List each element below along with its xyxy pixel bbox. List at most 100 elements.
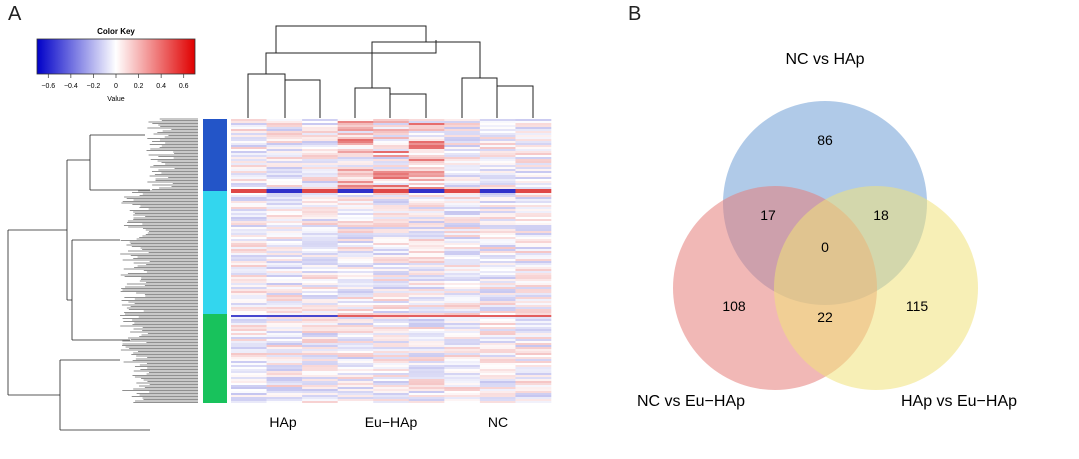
heatmap-cell bbox=[408, 323, 445, 325]
heatmap-cell bbox=[444, 163, 481, 165]
heatmap-cell bbox=[231, 213, 267, 215]
heatmap-cell bbox=[337, 283, 374, 285]
heatmap-cell bbox=[266, 157, 303, 159]
heatmap-cell bbox=[373, 125, 410, 127]
heatmap-cell bbox=[302, 151, 338, 153]
heatmap-cell bbox=[373, 223, 410, 225]
heatmap-cell bbox=[373, 197, 410, 199]
heatmap-cell bbox=[266, 371, 303, 373]
heatmap-cell bbox=[302, 189, 338, 191]
heatmap-cell bbox=[444, 167, 481, 169]
heatmap-cell bbox=[444, 175, 481, 177]
heatmap-cell bbox=[479, 235, 516, 237]
heatmap-cell bbox=[515, 353, 552, 355]
heatmap-cell bbox=[373, 309, 410, 311]
heatmap-cell bbox=[231, 225, 267, 227]
heatmap-cell bbox=[337, 293, 374, 295]
heatmap-cell bbox=[479, 263, 516, 265]
heatmap-cell bbox=[515, 385, 552, 387]
heatmap-cell bbox=[337, 179, 374, 181]
heatmap-cell bbox=[408, 379, 445, 381]
heatmap-cell bbox=[408, 237, 445, 239]
heatmap-cell bbox=[373, 337, 410, 339]
heatmap-cell bbox=[337, 175, 374, 177]
heatmap-cell bbox=[337, 147, 374, 149]
heatmap-cell bbox=[444, 255, 481, 257]
heatmap-cell bbox=[408, 121, 445, 123]
heatmap-cell bbox=[302, 329, 338, 331]
heatmap-cell bbox=[337, 393, 374, 395]
heatmap-cell bbox=[408, 235, 445, 237]
heatmap-cell bbox=[515, 289, 552, 291]
heatmap-cell bbox=[444, 287, 481, 289]
heatmap-cell bbox=[444, 171, 481, 173]
heatmap-cell bbox=[337, 361, 374, 363]
heatmap-cell bbox=[444, 289, 481, 291]
heatmap-cell bbox=[408, 275, 445, 277]
heatmap-cell bbox=[515, 359, 552, 361]
heatmap-cell bbox=[266, 235, 303, 237]
heatmap-cell bbox=[373, 271, 410, 273]
heatmap-cell bbox=[302, 313, 338, 315]
heatmap-cell bbox=[231, 183, 267, 185]
heatmap-cell bbox=[515, 399, 552, 401]
heatmap-cell bbox=[408, 227, 445, 229]
heatmap-cell bbox=[515, 167, 552, 169]
heatmap-cell bbox=[337, 269, 374, 271]
heatmap-cell bbox=[373, 213, 410, 215]
heatmap-cell bbox=[266, 213, 303, 215]
heatmap-cell bbox=[231, 163, 267, 165]
heatmap-cell bbox=[302, 371, 338, 373]
heatmap-cell bbox=[479, 363, 516, 365]
heatmap-cell bbox=[408, 317, 445, 319]
cluster-bar-blue bbox=[203, 119, 227, 191]
heatmap-cell bbox=[337, 357, 374, 359]
heatmap-cell bbox=[408, 199, 445, 201]
heatmap-cell bbox=[373, 369, 410, 371]
heatmap-cell bbox=[337, 119, 374, 121]
heatmap-cell bbox=[479, 391, 516, 393]
heatmap-cell bbox=[479, 137, 516, 139]
heatmap-cell bbox=[337, 205, 374, 207]
heatmap-cell bbox=[302, 253, 338, 255]
heatmap-cell bbox=[302, 143, 338, 145]
heatmap-cell bbox=[231, 271, 267, 273]
heatmap-cell bbox=[337, 331, 374, 333]
heatmap-cell bbox=[231, 361, 267, 363]
heatmap-cell bbox=[515, 137, 552, 139]
heatmap-cell bbox=[479, 187, 516, 189]
color-key-ticks: −0.6 −0.4 −0.2 0 0.2 0.4 0.6 bbox=[41, 74, 189, 90]
heatmap-cell bbox=[231, 171, 267, 173]
heatmap-cell bbox=[231, 257, 267, 259]
heatmap-cell bbox=[515, 307, 552, 309]
heatmap-cell bbox=[444, 125, 481, 127]
heatmap-cell bbox=[266, 293, 303, 295]
heatmap-cell bbox=[479, 217, 516, 219]
heatmap-cell bbox=[302, 347, 338, 349]
heatmap-cell bbox=[231, 385, 267, 387]
heatmap-cell bbox=[408, 155, 445, 157]
heatmap-cell bbox=[337, 257, 374, 259]
heatmap-cell bbox=[266, 279, 303, 281]
heatmap-cell bbox=[231, 373, 267, 375]
heatmap-cell bbox=[515, 239, 552, 241]
venn-set-label-3: HAp vs Eu−HAp bbox=[901, 393, 1017, 410]
heatmap-cell bbox=[266, 229, 303, 231]
heatmap-cell bbox=[231, 141, 267, 143]
heatmap-cell bbox=[515, 317, 552, 319]
heatmap-cell bbox=[231, 197, 267, 199]
heatmap-cell bbox=[479, 303, 516, 305]
heatmap-cell bbox=[231, 335, 267, 337]
heatmap-cell bbox=[444, 279, 481, 281]
heatmap-cell bbox=[408, 195, 445, 197]
heatmap-cell bbox=[515, 183, 552, 185]
heatmap-cell bbox=[266, 227, 303, 229]
heatmap-cell bbox=[373, 129, 410, 131]
heatmap-cell bbox=[408, 245, 445, 247]
heatmap-cell bbox=[479, 389, 516, 391]
heatmap-cell bbox=[479, 121, 516, 123]
heatmap-cell bbox=[408, 361, 445, 363]
heatmap-cell bbox=[231, 155, 267, 157]
heatmap-cell bbox=[337, 171, 374, 173]
heatmap-cell bbox=[373, 375, 410, 377]
